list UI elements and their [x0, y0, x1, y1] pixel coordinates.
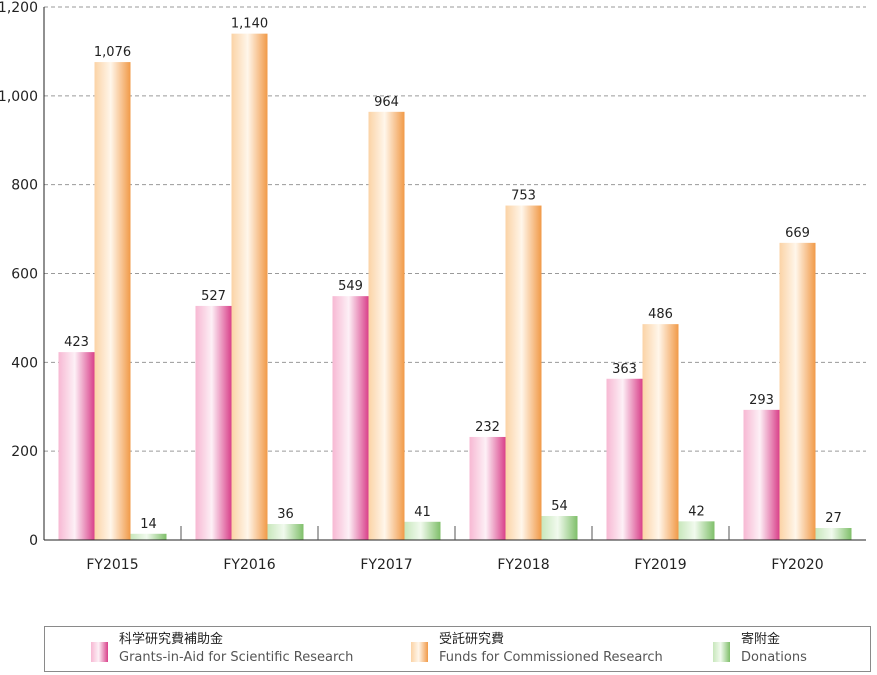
legend-label-en: Funds for Commissioned Research	[439, 650, 663, 665]
gridlines	[44, 6, 866, 452]
data-label: 42	[688, 504, 705, 519]
data-label: 36	[277, 507, 294, 522]
data-label: 54	[551, 499, 568, 514]
bar	[606, 378, 643, 540]
x-tick-label: FY2020	[771, 557, 823, 573]
bars: 423 527 549 232 363 293 1,076 1,140 964 753 486 669…	[58, 17, 852, 541]
legend-swatch-grants	[91, 642, 108, 662]
data-label: 486	[648, 307, 673, 322]
data-label: 669	[785, 226, 810, 241]
data-label: 27	[825, 511, 842, 526]
data-label: 1,140	[231, 17, 268, 32]
x-tick-label: FY2019	[634, 557, 686, 573]
data-label: 549	[338, 279, 363, 294]
bar	[231, 33, 268, 541]
bar	[332, 296, 369, 540]
y-tick-label: 0	[29, 533, 38, 549]
bar	[195, 305, 232, 540]
y-tick-label: 200	[11, 444, 38, 460]
x-tick-label: FY2016	[223, 557, 275, 573]
data-label: 363	[612, 362, 637, 377]
legend: 科学研究費補助金 Grants-in-Aid for Scientific Re…	[44, 626, 871, 672]
legend-label-jp: 受託研究費	[439, 632, 505, 647]
bar	[267, 524, 304, 540]
legend-swatch-commissioned	[411, 642, 428, 662]
legend-swatch-donations	[713, 642, 730, 662]
x-tick-label: FY2015	[86, 557, 138, 573]
data-label: 527	[201, 289, 226, 304]
bar	[505, 205, 542, 541]
data-label: 293	[749, 393, 774, 408]
bar	[130, 533, 167, 540]
data-label: 753	[511, 189, 536, 204]
bar	[58, 352, 95, 540]
bar	[94, 62, 131, 541]
legend-label-jp: 寄附金	[741, 632, 781, 647]
x-tick-label: FY2017	[360, 557, 412, 573]
bar	[469, 436, 506, 540]
data-label: 1,076	[94, 45, 131, 60]
data-label: 41	[414, 505, 431, 520]
legend-label-en: Donations	[741, 650, 807, 665]
bar	[404, 521, 441, 540]
legend-label-jp: 科学研究費補助金	[119, 632, 224, 647]
bar	[678, 521, 715, 540]
data-label: 232	[475, 420, 500, 435]
data-label: 964	[374, 95, 399, 110]
y-tick-label: 1,200	[0, 0, 38, 16]
bar	[368, 111, 405, 540]
bar-chart: 423 527 549 232 363 293 1,076 1,140 964 753 486 669…	[0, 0, 866, 573]
y-tick-label: 800	[11, 178, 38, 194]
y-tick-label: 1,000	[0, 89, 38, 105]
data-label: 423	[64, 335, 89, 350]
bar	[779, 242, 816, 541]
bar	[743, 409, 780, 540]
y-tick-label: 400	[11, 355, 38, 371]
bar	[815, 528, 852, 540]
x-tick-label: FY2018	[497, 557, 549, 573]
axes: 0 200 400 600 800 1,000 1,200 FY2015 FY2016 FY201…	[0, 0, 866, 573]
legend-label-en: Grants-in-Aid for Scientific Research	[119, 650, 354, 665]
bar	[541, 516, 578, 540]
bar	[642, 324, 679, 540]
y-tick-label: 600	[11, 267, 38, 283]
data-label: 14	[140, 517, 157, 532]
